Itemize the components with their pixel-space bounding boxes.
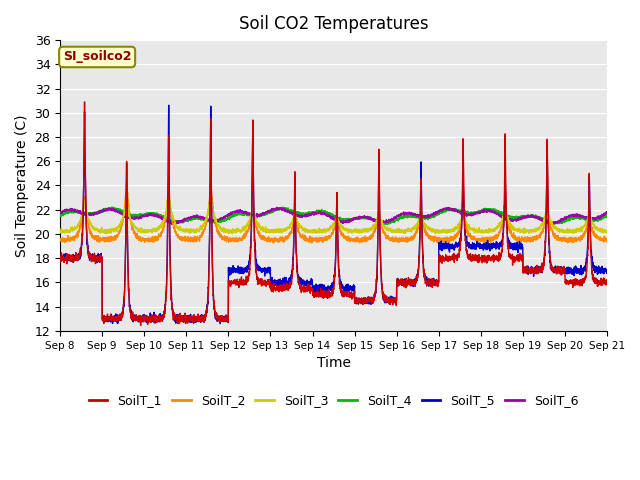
- Legend: SoilT_1, SoilT_2, SoilT_3, SoilT_4, SoilT_5, SoilT_6: SoilT_1, SoilT_2, SoilT_3, SoilT_4, Soil…: [84, 389, 583, 412]
- Text: SI_soilco2: SI_soilco2: [63, 50, 131, 63]
- Title: Soil CO2 Temperatures: Soil CO2 Temperatures: [239, 15, 428, 33]
- Y-axis label: Soil Temperature (C): Soil Temperature (C): [15, 114, 29, 257]
- X-axis label: Time: Time: [317, 356, 351, 370]
